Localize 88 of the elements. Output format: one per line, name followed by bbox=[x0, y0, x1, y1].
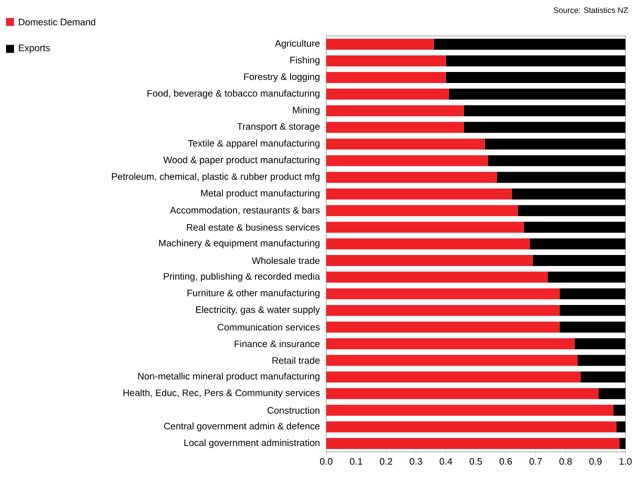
bar bbox=[464, 105, 626, 116]
bar bbox=[326, 238, 530, 250]
legend-label: Domestic Demand bbox=[18, 18, 96, 26]
x-tick-label: 0.2 bbox=[380, 458, 392, 465]
bar bbox=[326, 305, 560, 316]
bar bbox=[326, 272, 548, 283]
bar bbox=[446, 72, 626, 84]
y-tick-label: Accommodation, restaurants & bars bbox=[170, 206, 320, 215]
legend-label: Exports bbox=[18, 44, 50, 54]
bar bbox=[580, 372, 626, 383]
bar bbox=[616, 422, 626, 432]
bar bbox=[326, 338, 575, 350]
y-tick-label: Retail trade bbox=[272, 356, 320, 364]
y-tick-label: Wholesale trade bbox=[252, 257, 320, 264]
bar bbox=[548, 272, 626, 283]
x-tick-label: 0.8 bbox=[559, 458, 572, 465]
bar bbox=[560, 305, 626, 316]
bar bbox=[326, 188, 512, 200]
bar bbox=[619, 438, 626, 450]
x-tick-label: 0.1 bbox=[350, 458, 362, 465]
x-tick-label: 0.4 bbox=[440, 458, 452, 465]
y-tick-label: Communication services bbox=[218, 324, 320, 331]
bar bbox=[326, 255, 533, 266]
bar bbox=[560, 322, 626, 333]
bar bbox=[326, 55, 446, 66]
bar bbox=[326, 155, 488, 166]
bar bbox=[326, 205, 518, 216]
bar bbox=[326, 354, 578, 366]
y-tick-label: Food, beverage & tobacco manufacturing bbox=[148, 90, 320, 99]
y-tick-label: Furniture & other manufacturing bbox=[188, 289, 320, 298]
y-tick-label: Local government administration bbox=[184, 439, 320, 448]
bar bbox=[560, 288, 626, 300]
bar bbox=[326, 404, 614, 416]
bar bbox=[326, 105, 464, 116]
bar bbox=[326, 372, 581, 383]
bar bbox=[488, 155, 626, 166]
bar bbox=[326, 388, 599, 400]
bar bbox=[574, 338, 626, 350]
bar bbox=[518, 205, 626, 216]
x-tick-label: 0.3 bbox=[410, 458, 422, 465]
bar bbox=[530, 238, 626, 250]
x-tick-label: 0.6 bbox=[500, 458, 512, 465]
bar bbox=[326, 288, 560, 300]
bar bbox=[512, 188, 626, 200]
y-tick-label: Finance & insurance bbox=[234, 340, 320, 348]
y-tick-label: Non-metallic mineral product manufacturing bbox=[138, 372, 320, 382]
x-tick-label: 0.9 bbox=[589, 458, 602, 465]
x-tick-label: 0.7 bbox=[529, 458, 542, 465]
bar bbox=[464, 122, 626, 133]
bar bbox=[434, 38, 626, 50]
bar bbox=[613, 404, 626, 416]
bar bbox=[326, 422, 616, 432]
y-tick-label: Textile & apparel manufacturing bbox=[188, 140, 320, 149]
bar bbox=[598, 388, 626, 400]
y-tick-label: Machinery & equipment manufacturing bbox=[159, 240, 320, 248]
bar bbox=[578, 354, 626, 366]
y-tick-label: Mining bbox=[292, 106, 320, 116]
bar bbox=[326, 438, 620, 450]
bar bbox=[326, 88, 449, 100]
bar bbox=[326, 122, 464, 133]
bar bbox=[326, 138, 485, 150]
bar bbox=[326, 172, 497, 183]
bar bbox=[326, 322, 560, 333]
y-tick-label: Transport & storage bbox=[237, 123, 320, 132]
y-tick-label: Petroleum, chemical, plastic & rubber product mfg bbox=[112, 173, 320, 182]
y-tick-label: Real estate & business services bbox=[186, 224, 320, 231]
y-tick-label: Fishing bbox=[290, 56, 320, 66]
bar bbox=[524, 222, 626, 233]
y-tick-label: Printing, publishing & recorded media bbox=[164, 272, 320, 282]
y-tick-label: Central government admin & defence bbox=[164, 422, 320, 432]
y-tick-label: Metal product manufacturing bbox=[201, 190, 320, 198]
x-tick-label: 0.0 bbox=[320, 458, 332, 465]
bar bbox=[484, 138, 626, 150]
bar bbox=[448, 88, 626, 100]
bar bbox=[496, 172, 626, 183]
y-tick-label: Forestry & logging bbox=[244, 73, 320, 82]
y-tick-label: Health, Educ, Rec, Pers & Community services bbox=[124, 389, 320, 398]
x-tick-label: 0.5 bbox=[470, 458, 482, 465]
y-tick-label: Electricity, gas & water supply bbox=[196, 306, 320, 315]
bar bbox=[326, 72, 446, 84]
bar bbox=[326, 38, 434, 50]
bar bbox=[326, 222, 524, 233]
bar bbox=[532, 255, 626, 266]
bar bbox=[446, 55, 626, 66]
y-tick-label: Wood & paper product manufacturing bbox=[163, 156, 320, 166]
y-tick-label: Construction bbox=[268, 406, 320, 414]
x-tick-label: 1.0 bbox=[620, 458, 632, 465]
y-tick-label: Agriculture bbox=[274, 40, 320, 49]
